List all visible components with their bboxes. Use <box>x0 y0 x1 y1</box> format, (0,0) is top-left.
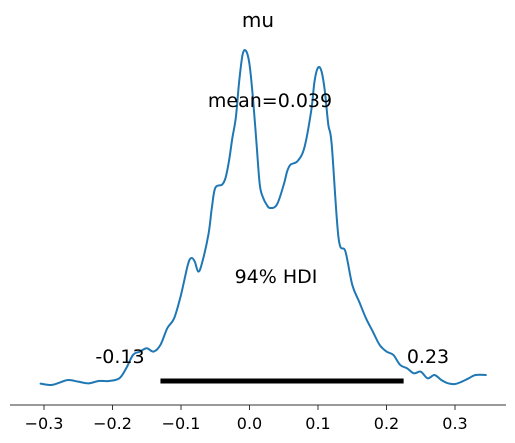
hdi-high-label: 0.23 <box>407 346 449 368</box>
x-tick-label: 0.2 <box>374 414 399 433</box>
chart-title: mu <box>242 8 274 32</box>
x-tick-label: −0.3 <box>25 414 64 433</box>
x-tick-label: −0.2 <box>93 414 132 433</box>
hdi-annotation: 94% HDI <box>235 266 318 288</box>
x-tick-label: 0.1 <box>305 414 330 433</box>
x-tick-label: −0.1 <box>162 414 201 433</box>
x-tick-label: 0.0 <box>237 414 262 433</box>
x-axis: −0.3 −0.2 −0.1 0.0 0.1 0.2 0.3 <box>10 404 506 433</box>
mean-annotation: mean=0.039 <box>208 90 332 112</box>
density-line-0 <box>39 49 487 386</box>
hdi-low-label: -0.13 <box>95 346 144 368</box>
x-tick-label: 0.3 <box>442 414 467 433</box>
plot-area <box>39 49 487 386</box>
